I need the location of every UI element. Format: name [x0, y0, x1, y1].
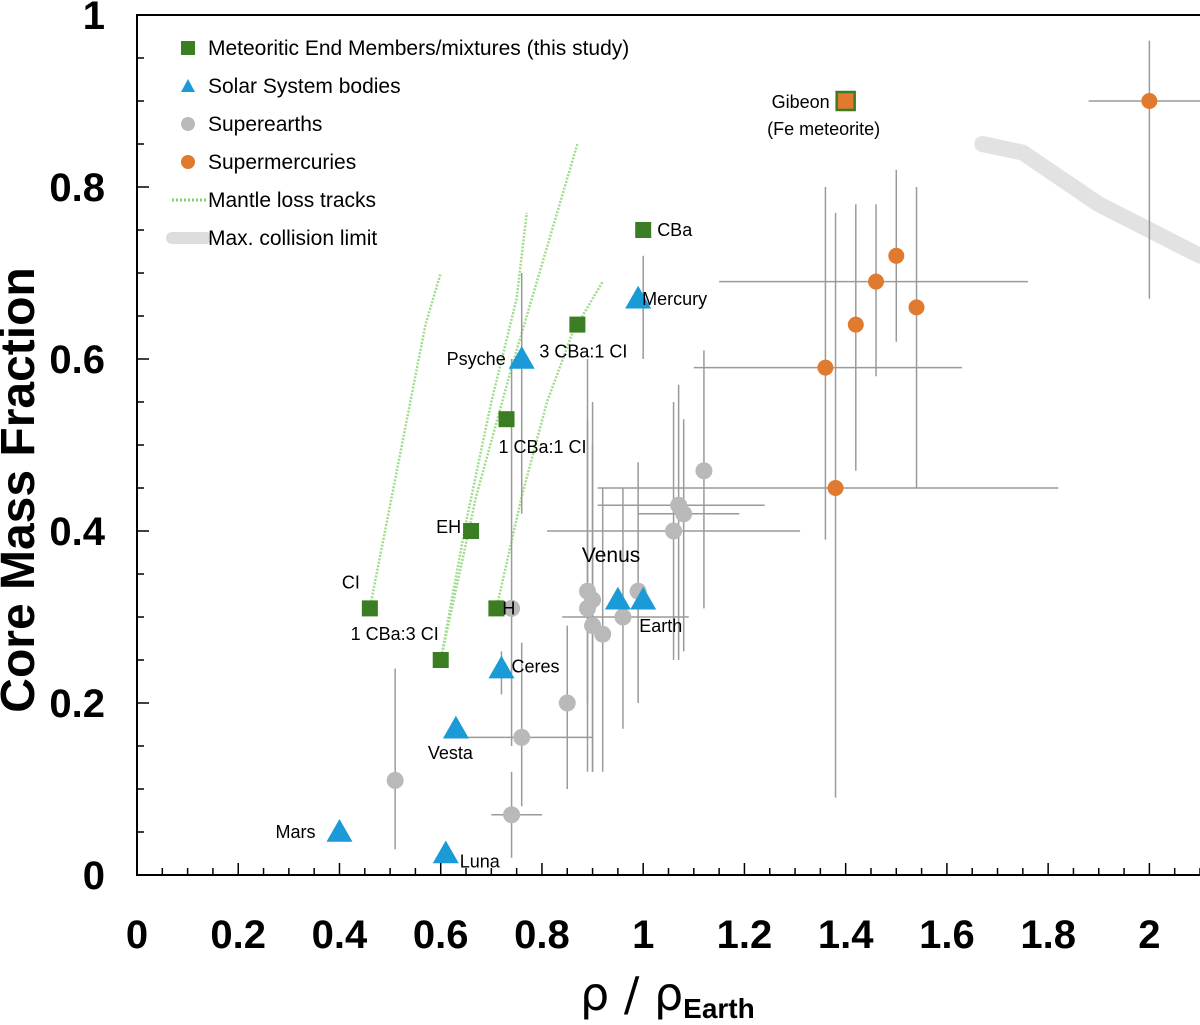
- superearth-point: [558, 694, 576, 712]
- mantle-loss-track: [439, 212, 529, 661]
- x-axis-label-main: ρ / ρ: [580, 967, 683, 1021]
- solar-body-label: Ceres: [511, 657, 559, 677]
- solar-body-label: Psyche: [447, 349, 506, 369]
- supermercury-point: [1141, 93, 1158, 109]
- superearth-point: [503, 599, 521, 617]
- meteoritic-point: [635, 222, 652, 238]
- x-axis-label-sub: Earth: [683, 993, 755, 1024]
- legend-label: Supermercuries: [208, 151, 356, 174]
- meteoritic-label: CI: [342, 572, 360, 592]
- tick-marks: [136, 14, 1200, 876]
- meteoritic-label: 1 CBa:1 CI: [499, 437, 587, 457]
- x-tick-label: 0.4: [312, 913, 368, 957]
- solar-body-point: [488, 655, 515, 679]
- meteoritic-point: [361, 600, 378, 617]
- y-tick-label: 0.6: [49, 338, 105, 382]
- y-tick-label: 1: [83, 0, 105, 38]
- solar-body-point: [442, 715, 469, 739]
- x-tick-label: 1: [632, 913, 654, 957]
- x-tick-label: 1.8: [1020, 913, 1076, 957]
- meteoritic-label: 3 CBa:1 CI: [539, 342, 627, 362]
- legend: Meteoritic End Members/mixtures (this st…: [166, 37, 629, 250]
- x-tick-label: 1.6: [919, 913, 975, 957]
- meteoritic-point: [432, 652, 449, 668]
- solar-body-label: Mercury: [642, 289, 707, 309]
- y-tick-label: 0.2: [49, 682, 105, 726]
- legend-swatch-square: [181, 41, 195, 55]
- x-tick-label: 1.2: [717, 913, 773, 957]
- meteoritic-label: H: [502, 598, 515, 618]
- superearth-point: [584, 591, 602, 609]
- supermercury-point: [888, 247, 905, 264]
- x-tick-label: 0.2: [210, 913, 266, 957]
- meteoritic-label: 1 CBa:3 CI: [351, 624, 439, 644]
- solar-body-point: [508, 346, 535, 369]
- meteoritic-label: EH: [436, 517, 461, 537]
- supermercury-point: [847, 316, 864, 333]
- y-tick-label: 0.8: [49, 166, 105, 210]
- meteoritic-label: CBa: [657, 220, 693, 240]
- supermercury-point: [868, 273, 885, 290]
- supermercury-point: [827, 480, 844, 496]
- solar-body-point: [326, 819, 353, 842]
- axes: [136, 14, 1200, 876]
- legend-swatch-circle: [181, 155, 195, 169]
- mantle-loss-track: [495, 280, 604, 609]
- data-markers: [326, 90, 1158, 864]
- meteoritic-point: [488, 600, 505, 617]
- solar-body-point: [432, 840, 459, 864]
- superearth-point: [386, 771, 404, 789]
- collision-limit: [974, 136, 1200, 264]
- y-tick-label: 0.4: [49, 510, 105, 554]
- solar-body-point: [604, 586, 631, 610]
- x-tick-label: 0.8: [514, 913, 570, 957]
- gibeon-sublabel: (Fe meteorite): [767, 119, 880, 139]
- y-tick-label: 0: [83, 854, 105, 898]
- solar-body-point: [625, 285, 652, 309]
- solar-body-point: [630, 586, 657, 610]
- y-axis-label: Core Mass Fraction: [0, 267, 45, 712]
- plot-frame: [136, 14, 1200, 876]
- superearth-point: [675, 505, 693, 523]
- legend-label: Meteoritic End Members/mixtures (this st…: [208, 37, 629, 60]
- x-tick-label: 0.6: [413, 913, 469, 957]
- meteoritic-point: [463, 523, 480, 539]
- x-tick-label: 0: [126, 913, 148, 957]
- meteoritic-point: [498, 411, 515, 428]
- gibeon-label: Gibeon: [772, 92, 830, 112]
- supermercury-point: [908, 299, 925, 316]
- superearth-point: [614, 608, 632, 626]
- solar-body-label: Venus: [582, 544, 640, 567]
- legend-label: Mantle loss tracks: [208, 189, 376, 212]
- mantle-loss-tracks: [368, 143, 604, 661]
- mantle-loss-track: [368, 272, 442, 609]
- gibeon-point: [835, 90, 856, 112]
- superearth-point: [594, 625, 612, 643]
- x-axis-label: ρ / ρEarth: [580, 967, 755, 1024]
- superearth-point: [695, 462, 713, 480]
- superearth-point: [513, 728, 531, 746]
- annotations: CI 1 CBa:3 CI EH H 1 CBa:1 CI 3 CBa:1 CI CBa Ma…: [275, 92, 880, 872]
- solar-body-label: Mars: [275, 822, 315, 842]
- collision-limit-line: [974, 136, 1200, 264]
- superearth-point: [503, 806, 521, 824]
- legend-label: Max. collision limit: [208, 227, 377, 250]
- mantle-loss-track: [439, 143, 579, 661]
- x-tick-label: 2: [1138, 913, 1160, 957]
- legend-swatch-triangle: [181, 79, 195, 92]
- x-tick-label: 1.4: [818, 913, 874, 957]
- supermercury-point: [817, 359, 834, 376]
- legend-label: Solar System bodies: [208, 75, 401, 98]
- solar-body-label: Luna: [460, 852, 501, 872]
- superearth-point: [665, 522, 683, 540]
- solar-body-label: Earth: [639, 616, 682, 636]
- legend-swatch-circle: [181, 117, 195, 131]
- meteoritic-point: [569, 316, 586, 333]
- legend-label: Superearths: [208, 113, 322, 136]
- tick-labels: 0 0.2 0.4 0.6 0.8 1 1.2 1.4 1.6 1.8 2 0 0.2 0.4 0.6 0.8…: [49, 0, 1160, 957]
- solar-body-label: Vesta: [428, 743, 474, 763]
